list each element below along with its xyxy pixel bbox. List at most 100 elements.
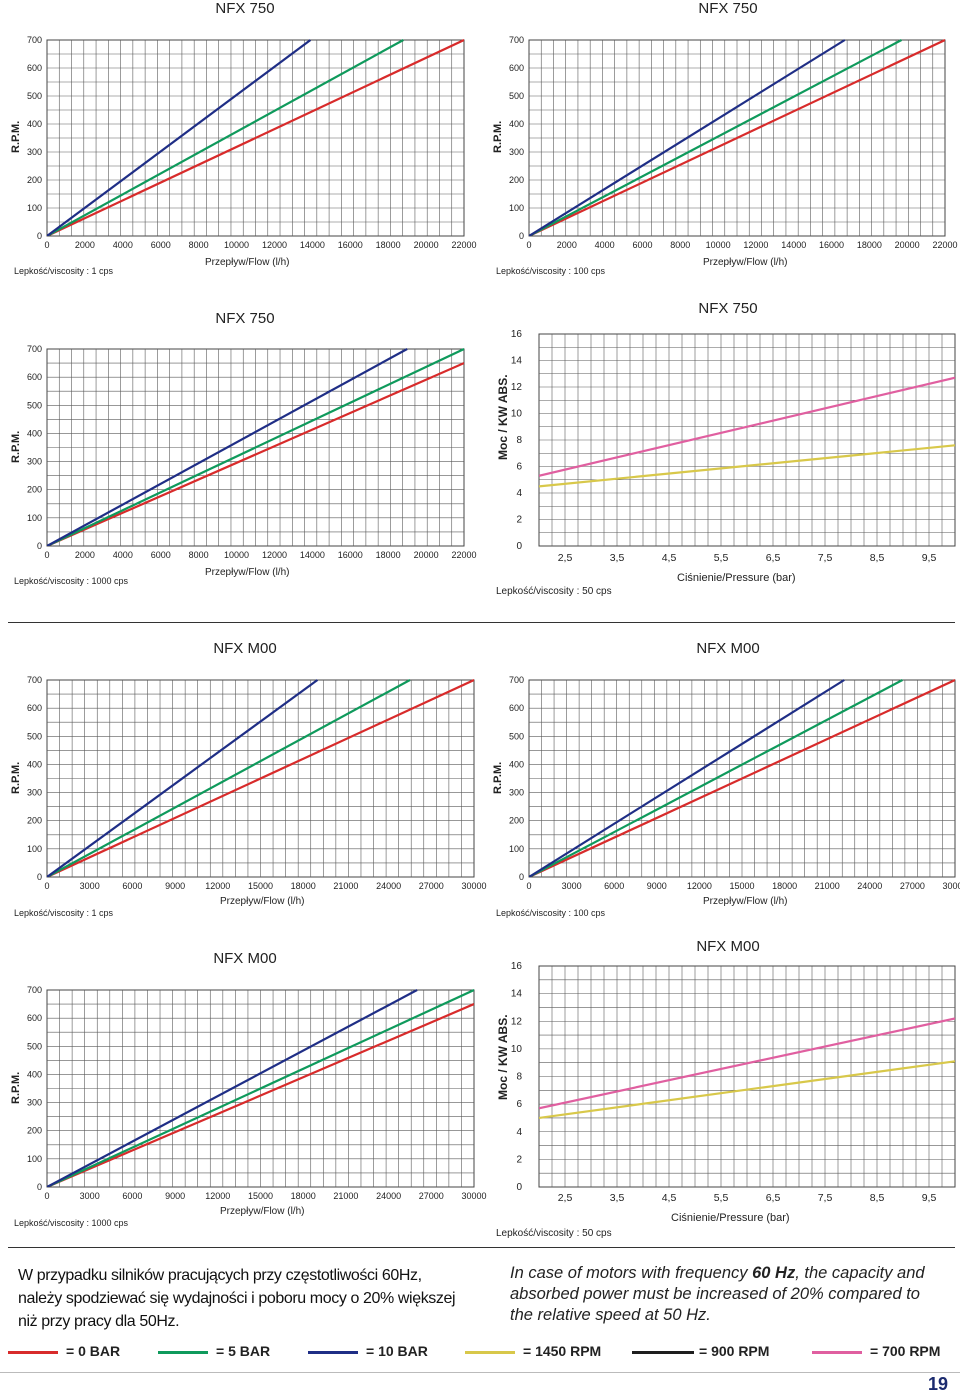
y-tick-label: 400 xyxy=(27,119,42,129)
y-tick-label: 600 xyxy=(27,372,42,382)
y-tick-label: 0 xyxy=(519,872,524,882)
x-tick-label: 15000 xyxy=(248,1191,273,1201)
y-axis-label: R.P.M. xyxy=(492,761,504,794)
x-tick-label: 18000 xyxy=(376,240,401,250)
note-polish: W przypadku silników pracujących przy cz… xyxy=(18,1267,456,1330)
series-line-1450-rpm xyxy=(539,1060,955,1120)
grid xyxy=(47,680,474,877)
series-line-5-bar xyxy=(529,39,903,236)
series-line-1450-rpm xyxy=(539,444,955,488)
y-tick-label: 700 xyxy=(509,35,524,45)
x-tick-label: 20000 xyxy=(414,240,439,250)
x-tick-label: 8000 xyxy=(189,550,209,560)
x-tick-label: 6,5 xyxy=(766,1192,781,1204)
x-tick-label: 14000 xyxy=(300,550,325,560)
series-line-0-bar xyxy=(47,1003,474,1187)
y-tick-label: 0 xyxy=(519,231,524,241)
y-tick-label: 100 xyxy=(27,1154,42,1164)
series-line-0-bar xyxy=(47,679,474,877)
y-tick-label: 300 xyxy=(27,147,42,157)
series-line-5-bar xyxy=(47,348,464,546)
x-axis-label: Przepływ/Flow (l/h) xyxy=(220,1206,305,1217)
legend: = 0 BAR = 5 BAR = 10 BAR = 1450 RPM = 90… xyxy=(8,1342,956,1362)
series-line-5-bar xyxy=(47,39,404,236)
x-tick-label: 6,5 xyxy=(766,552,781,564)
legend-label: = 900 RPM xyxy=(699,1343,770,1359)
plot-area xyxy=(46,39,465,237)
series-line-10-bar xyxy=(47,348,408,546)
y-tick-label: 500 xyxy=(27,400,42,410)
x-tick-label: 21000 xyxy=(333,1191,358,1201)
x-tick-label: 10000 xyxy=(224,240,249,250)
grid xyxy=(529,680,955,877)
viscosity-label: Lepkość/viscosity : 1 cps xyxy=(14,266,114,276)
series-line-10-bar xyxy=(529,39,846,236)
x-tick-label: 2000 xyxy=(75,240,95,250)
x-tick-label: 14000 xyxy=(781,240,806,250)
chart-title: NFX 750 xyxy=(698,0,758,17)
note-english-pre: In case of motors with frequency xyxy=(510,1264,753,1282)
y-tick-label: 0 xyxy=(516,541,522,552)
x-tick-label: 8000 xyxy=(189,240,209,250)
x-tick-label: 22000 xyxy=(932,240,957,250)
x-tick-label: 0 xyxy=(44,240,49,250)
x-tick-label: 18000 xyxy=(772,881,797,891)
x-tick-label: 0 xyxy=(44,550,49,560)
x-tick-label: 24000 xyxy=(376,881,401,891)
plot-area xyxy=(46,348,465,547)
y-tick-label: 100 xyxy=(509,844,524,854)
y-tick-label: 2 xyxy=(516,515,522,526)
viscosity-label: Lepkość/viscosity : 50 cps xyxy=(496,586,612,597)
y-tick-label: 300 xyxy=(509,147,524,157)
x-axis-label: Ciśnienie/Pressure (bar) xyxy=(677,572,796,584)
y-tick-label: 600 xyxy=(27,703,42,713)
legend-label: = 5 BAR xyxy=(216,1343,271,1359)
x-axis-label: Przepływ/Flow (l/h) xyxy=(703,257,788,268)
y-tick-label: 200 xyxy=(27,816,42,826)
chart-title: NFX 750 xyxy=(215,0,275,17)
x-tick-label: 18000 xyxy=(376,550,401,560)
y-tick-label: 700 xyxy=(27,675,42,685)
x-tick-label: 4,5 xyxy=(662,1192,677,1204)
x-tick-label: 0 xyxy=(526,240,531,250)
x-tick-label: 6000 xyxy=(604,881,624,891)
x-tick-label: 3,5 xyxy=(610,1192,625,1204)
chart-title: NFX 750 xyxy=(215,310,275,327)
y-tick-label: 200 xyxy=(509,816,524,826)
y-tick-label: 400 xyxy=(509,759,524,769)
y-tick-label: 4 xyxy=(516,488,522,499)
viscosity-label: Lepkość/viscosity : 1 cps xyxy=(14,908,114,918)
x-tick-label: 0 xyxy=(44,881,49,891)
x-tick-label: 6000 xyxy=(151,550,171,560)
y-tick-label: 12 xyxy=(511,1016,523,1027)
series-line-0-bar xyxy=(47,39,464,236)
x-tick-label: 22000 xyxy=(451,240,476,250)
plot-area xyxy=(538,333,956,547)
series-line-0-bar xyxy=(529,679,955,877)
x-tick-label: 30000 xyxy=(461,881,486,891)
x-tick-label: 30000 xyxy=(461,1191,486,1201)
x-tick-label: 2,5 xyxy=(558,552,573,564)
x-tick-label: 20000 xyxy=(414,550,439,560)
y-tick-label: 200 xyxy=(509,175,524,185)
y-tick-label: 300 xyxy=(509,788,524,798)
y-tick-label: 200 xyxy=(27,485,42,495)
x-tick-label: 10000 xyxy=(224,550,249,560)
legend-swatch xyxy=(158,1351,208,1354)
y-tick-label: 500 xyxy=(27,91,42,101)
page-number: 19 xyxy=(927,1374,948,1394)
y-tick-label: 0 xyxy=(37,872,42,882)
y-tick-label: 700 xyxy=(27,344,42,354)
x-tick-label: 8,5 xyxy=(870,1192,885,1204)
x-tick-label: 27000 xyxy=(900,881,925,891)
y-tick-label: 12 xyxy=(511,382,523,393)
y-tick-label: 4 xyxy=(516,1127,522,1138)
legend-swatch xyxy=(308,1351,358,1354)
x-tick-label: 12000 xyxy=(205,1191,230,1201)
x-tick-label: 4000 xyxy=(113,550,133,560)
